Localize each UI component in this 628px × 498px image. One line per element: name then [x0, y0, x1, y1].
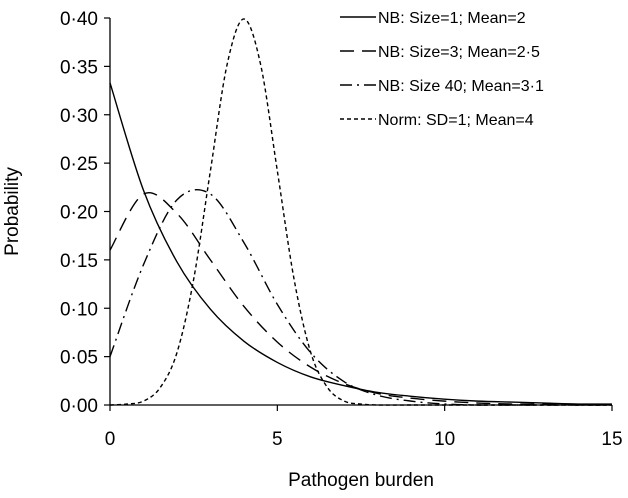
legend: NB: Size=1; Mean=2 NB: Size=3; Mean=2·5 NB… [340, 10, 544, 129]
x-tick-label: 5 [272, 429, 283, 450]
y-tick-label: 0·35 [60, 57, 98, 78]
y-tick-label: 0·05 [60, 348, 98, 369]
x-tick-label: 10 [434, 429, 455, 450]
y-tick-label: 0·10 [60, 299, 98, 320]
y-tick-label: 0·20 [60, 203, 98, 224]
axes: 0·00 0·05 0·10 0·15 0·20 0·25 0·30 0·35 0·40 0 5 10… [60, 9, 623, 450]
series-line-2 [109, 192, 613, 406]
y-tick-label: 0·30 [60, 106, 98, 127]
legend-label-4: Norm: SD=1; Mean=4 [378, 112, 534, 129]
y-tick-label: 0·40 [60, 9, 98, 30]
legend-label-3: NB: Size 40; Mean=3·1 [378, 78, 544, 95]
series-line-1 [109, 82, 613, 405]
y-axis-title: Probability [2, 167, 23, 256]
y-tick-label: 0·00 [60, 396, 98, 417]
legend-label-2: NB: Size=3; Mean=2·5 [378, 44, 540, 61]
x-tick-label: 15 [601, 429, 622, 450]
y-tick-label: 0·15 [60, 251, 98, 272]
series-layer [109, 18, 613, 406]
series-line-4 [109, 18, 612, 406]
series-line-3 [109, 189, 612, 406]
legend-label-1: NB: Size=1; Mean=2 [378, 10, 526, 27]
x-axis-title: Pathogen burden [288, 470, 434, 491]
y-tick-label: 0·25 [60, 154, 98, 175]
x-tick-label: 0 [105, 429, 116, 450]
